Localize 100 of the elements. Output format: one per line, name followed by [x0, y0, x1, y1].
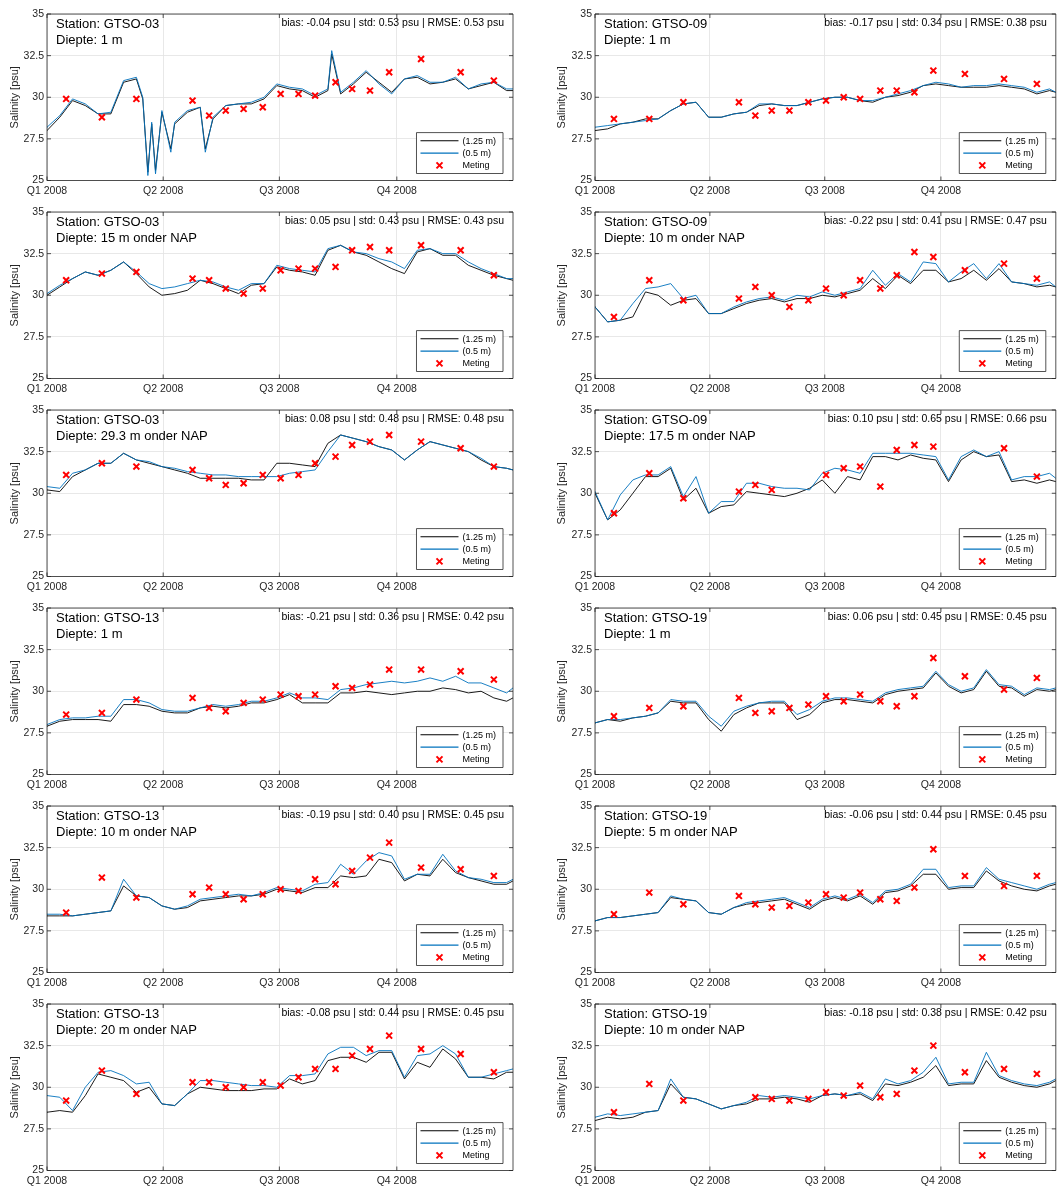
- point: [822, 1088, 830, 1097]
- y-tick-label: 30: [580, 288, 593, 301]
- point: [294, 1073, 303, 1082]
- x-tick-label: Q1 2008: [26, 381, 68, 394]
- point: [645, 1079, 654, 1088]
- point: [331, 78, 340, 87]
- y-tick-label: 35: [580, 204, 593, 217]
- point: [679, 296, 688, 305]
- y-tick-label: 27.5: [23, 1121, 45, 1134]
- x-tick-label: Q1 2008: [26, 777, 68, 790]
- point: [960, 1068, 969, 1077]
- point: [609, 1108, 618, 1117]
- y-tick-label: 25: [580, 173, 593, 186]
- x-tick-label: Q2 2008: [143, 1173, 184, 1186]
- y-axis-title: Salinity [psu]: [554, 462, 567, 525]
- point: [876, 284, 885, 293]
- x-tick-label: Q4 2008: [920, 975, 962, 988]
- x-tick-label: Q1 2008: [574, 183, 616, 196]
- point: [276, 690, 285, 699]
- legend-label: (0.5 m): [462, 1138, 492, 1149]
- y-tick-label: 27.5: [23, 725, 45, 738]
- legend-label: Meting: [462, 358, 490, 369]
- point: [188, 1078, 197, 1087]
- y-tick-label: 35: [32, 6, 45, 19]
- point: [804, 700, 813, 709]
- point: [804, 296, 813, 305]
- y-tick-label: 27.5: [23, 527, 45, 540]
- legend-label: Meting: [1005, 754, 1033, 765]
- text: Diepte: 15 m onder NAP: [56, 230, 197, 246]
- point: [258, 284, 267, 293]
- point: [679, 494, 688, 503]
- point: [929, 66, 938, 75]
- y-tick-label: 32.5: [23, 444, 45, 457]
- x-tick-label: Q2 2008: [143, 975, 184, 988]
- annotation: bias: 0.06 psu | std: 0.45 psu | RMSE: 0.45 psu: [827, 610, 1047, 623]
- y-tick-label: 25: [580, 1163, 593, 1176]
- point: [929, 653, 938, 662]
- y-tick-label: 27.5: [571, 1121, 593, 1134]
- legend-label: (0.5 m): [462, 544, 492, 555]
- annotation: bias: -0.22 psu | std: 0.41 psu | RMSE: 0.47 psu: [824, 214, 1047, 227]
- annotation: bias: 0.10 psu | std: 0.65 psu | RMSE: 0.66 psu: [827, 412, 1047, 425]
- y-tick-label: 35: [32, 798, 45, 811]
- x-tick-label: Q4 2008: [376, 777, 418, 790]
- x-tick-label: Q1 2008: [26, 579, 68, 592]
- point: [804, 98, 813, 107]
- point: [239, 1083, 248, 1092]
- legend-label: (1.25 m): [462, 135, 497, 146]
- y-tick-label: 27.5: [571, 725, 593, 738]
- legend-label: (0.5 m): [1005, 742, 1034, 753]
- legend-label: (1.25 m): [1005, 135, 1039, 146]
- point: [489, 1068, 498, 1077]
- point: [839, 1091, 848, 1100]
- x-tick-label: Q2 2008: [689, 381, 731, 394]
- y-tick-label: 35: [32, 204, 45, 217]
- y-tick-label: 32.5: [23, 840, 45, 853]
- point: [822, 890, 830, 899]
- point: [331, 880, 340, 889]
- point: [910, 88, 919, 97]
- point: [767, 485, 776, 494]
- point: [767, 903, 776, 912]
- y-tick-label: 30: [32, 288, 45, 301]
- point: [239, 479, 248, 488]
- legend-label: (1.25 m): [1005, 927, 1039, 938]
- point: [609, 509, 618, 518]
- y-tick-label: 35: [580, 996, 593, 1009]
- annotation: bias: 0.05 psu | std: 0.43 psu | RMSE: 0.43 psu: [284, 214, 505, 227]
- point: [62, 908, 71, 917]
- legend-label: (0.5 m): [1005, 940, 1034, 951]
- x-tick-label: Q1 2008: [574, 381, 616, 394]
- legend-label: Meting: [462, 160, 490, 171]
- y-tick-label: 30: [32, 90, 45, 103]
- text: Diepte: 1 m: [56, 626, 123, 642]
- point: [348, 441, 357, 449]
- legend-label: (0.5 m): [1005, 346, 1034, 357]
- point: [910, 692, 919, 701]
- point: [645, 114, 654, 123]
- legend-label: (0.5 m): [462, 346, 492, 357]
- legend-label: (0.5 m): [1005, 544, 1034, 555]
- x-tick-label: Q3 2008: [804, 183, 846, 196]
- y-tick-label: 27.5: [23, 131, 45, 144]
- x-tick-label: Q1 2008: [574, 1173, 616, 1186]
- y-tick-label: 35: [32, 996, 45, 1009]
- legend-label: (1.25 m): [462, 927, 497, 938]
- y-axis-title: Salinity [psu]: [7, 264, 20, 327]
- point: [456, 1049, 465, 1058]
- point: [645, 888, 654, 897]
- point: [679, 1096, 688, 1105]
- legend-label: (1.25 m): [462, 531, 497, 542]
- y-tick-label: 30: [32, 684, 45, 697]
- y-tick-label: 25: [32, 767, 45, 780]
- y-tick-label: 32.5: [23, 246, 45, 259]
- x-tick-label: Q2 2008: [689, 777, 731, 790]
- point: [856, 276, 865, 285]
- y-axis-title: Salinity [psu]: [554, 858, 567, 921]
- legend-label: Meting: [462, 952, 490, 963]
- y-axis-title: Salinity [psu]: [554, 660, 567, 723]
- point: [417, 241, 426, 250]
- point: [258, 695, 267, 704]
- point: [960, 672, 969, 681]
- point: [1000, 444, 1009, 453]
